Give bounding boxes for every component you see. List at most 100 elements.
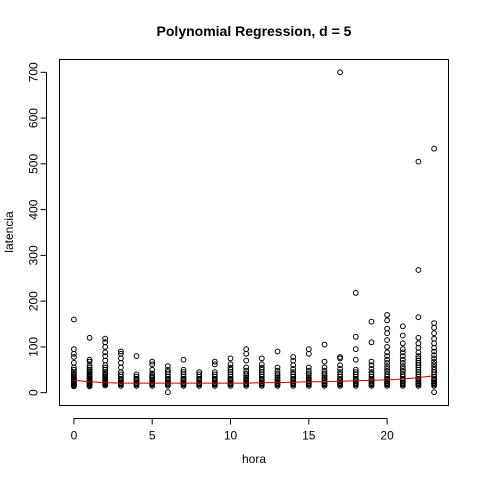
data-point	[258, 361, 265, 368]
data-point	[243, 357, 250, 364]
data-point	[431, 344, 438, 351]
data-point	[399, 366, 406, 372]
data-point	[227, 361, 234, 368]
data-point	[305, 364, 312, 371]
data-point	[180, 356, 187, 363]
data-point	[149, 358, 156, 365]
data-point	[415, 334, 422, 341]
y-tick-label: 0	[27, 389, 41, 396]
data-point	[102, 344, 109, 350]
x-tick-label: 5	[149, 429, 156, 443]
data-point	[321, 364, 328, 371]
data-point	[305, 370, 312, 377]
data-point	[71, 354, 77, 360]
data-point	[243, 364, 250, 371]
data-point	[368, 362, 375, 369]
data-point	[337, 362, 344, 369]
data-point	[431, 330, 438, 337]
data-point	[290, 382, 297, 389]
data-point	[102, 366, 109, 373]
data-point	[227, 355, 234, 362]
data-point	[274, 370, 281, 377]
data-point	[352, 356, 359, 363]
data-point	[258, 355, 265, 362]
data-point	[352, 346, 359, 353]
y-tick-label: 400	[27, 199, 41, 219]
x-tick-label: 0	[71, 429, 78, 443]
data-point	[290, 354, 297, 360]
data-point	[431, 358, 438, 365]
data-point	[258, 382, 265, 389]
data-point	[290, 366, 297, 372]
data-point	[384, 360, 391, 366]
data-point	[399, 346, 406, 353]
data-point	[243, 346, 250, 353]
data-point	[399, 353, 406, 360]
data-point	[337, 382, 344, 389]
data-point	[290, 362, 297, 369]
data-point	[399, 340, 406, 347]
data-point	[86, 383, 93, 390]
y-tick-label: 300	[27, 245, 41, 265]
data-point	[118, 348, 124, 355]
data-point	[415, 382, 422, 389]
data-point	[133, 353, 140, 360]
plot-frame	[59, 59, 449, 406]
data-point	[399, 356, 406, 363]
data-point	[321, 374, 328, 381]
data-point	[243, 350, 250, 357]
data-point	[274, 382, 281, 389]
data-point	[71, 346, 77, 353]
data-point	[337, 366, 344, 372]
data-point	[102, 335, 109, 342]
y-tick-label: 200	[27, 291, 41, 311]
data-point	[368, 382, 375, 389]
data-point	[431, 355, 438, 362]
data-point	[431, 324, 438, 331]
data-point	[431, 145, 438, 152]
data-point	[399, 360, 406, 366]
data-point	[399, 332, 406, 339]
data-point	[384, 337, 391, 344]
data-point	[384, 312, 391, 318]
data-point	[71, 366, 77, 373]
data-point	[399, 363, 406, 370]
data-point	[384, 382, 391, 389]
data-point	[431, 382, 438, 389]
data-point	[118, 364, 124, 371]
data-point	[86, 356, 93, 363]
data-point	[321, 370, 328, 377]
data-point	[305, 374, 312, 381]
data-point	[431, 348, 438, 355]
data-point	[384, 366, 391, 372]
data-point	[321, 382, 328, 389]
data-point	[102, 349, 109, 356]
data-point	[337, 69, 344, 76]
x-axis: 0 5 10 15 20	[71, 418, 394, 443]
data-point	[337, 355, 344, 362]
data-point	[399, 349, 406, 356]
data-point	[431, 352, 438, 359]
chart-title: Polynomial Regression, d = 5	[157, 23, 352, 39]
data-point	[431, 389, 438, 396]
data-point	[211, 358, 218, 365]
data-point	[243, 374, 250, 381]
data-point	[431, 320, 438, 327]
data-point	[431, 361, 438, 368]
data-point	[321, 358, 328, 365]
data-point	[243, 370, 250, 377]
data-point	[149, 361, 156, 368]
data-point	[274, 364, 281, 371]
data-point	[86, 334, 93, 341]
y-axis-label: latencia	[2, 211, 16, 253]
data-point	[211, 361, 218, 368]
data-point	[384, 356, 391, 363]
data-point	[352, 290, 359, 296]
y-tick-label: 600	[27, 108, 41, 128]
data-point	[305, 346, 312, 353]
data-point	[352, 333, 359, 340]
y-tick-label: 100	[27, 337, 41, 357]
data-point	[86, 358, 93, 365]
data-point	[71, 383, 77, 390]
data-point	[71, 316, 77, 323]
